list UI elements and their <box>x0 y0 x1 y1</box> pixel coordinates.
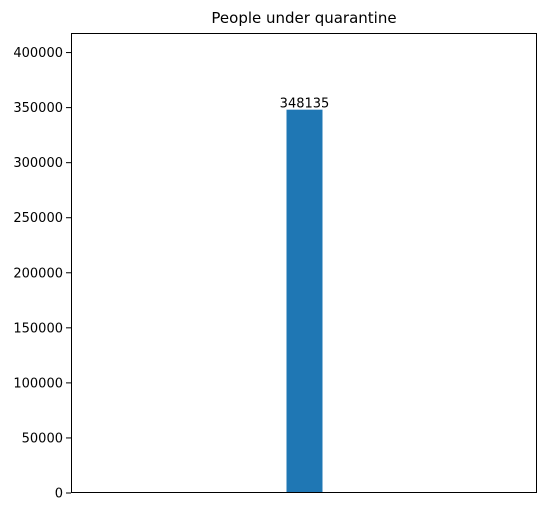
y-tick-label: 150000 <box>13 321 63 336</box>
bars: 348135 <box>280 97 330 494</box>
bar-value-label: 348135 <box>280 97 330 112</box>
y-tick-label: 100000 <box>13 376 63 391</box>
y-tick-label: 300000 <box>13 156 63 171</box>
y-tick-label: 400000 <box>13 46 63 61</box>
y-tick-label: 0 <box>55 487 63 502</box>
y-tick-label: 350000 <box>13 101 63 116</box>
y-tick-label: 50000 <box>22 431 63 446</box>
plot-frame <box>71 33 537 493</box>
y-tick-label: 250000 <box>13 211 63 226</box>
y-axis-ticks: 0 50000 100000 150000 200000 250000 300000 3500… <box>13 46 71 502</box>
y-tick-label: 200000 <box>13 266 63 281</box>
chart-title: People under quarantine <box>211 9 396 27</box>
bar <box>286 109 323 494</box>
